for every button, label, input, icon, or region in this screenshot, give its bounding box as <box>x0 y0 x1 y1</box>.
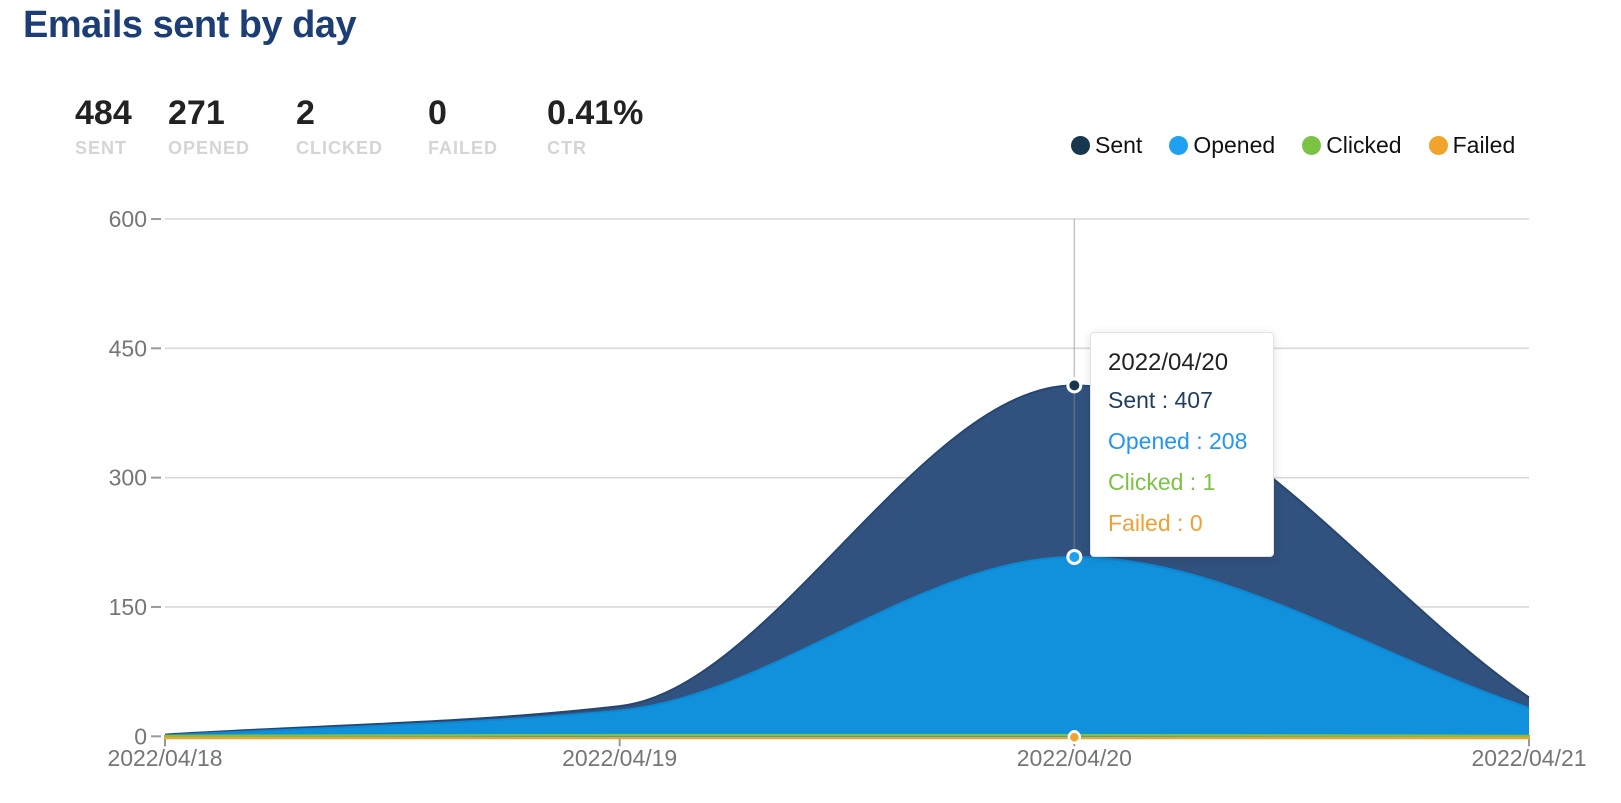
y-axis-label: 300 <box>109 465 147 491</box>
series-area-opened <box>165 556 1529 738</box>
y-axis-label: 600 <box>109 206 147 232</box>
legend-dot <box>1169 136 1189 155</box>
stat-failed: 0 FAILED <box>428 96 498 159</box>
legend-item-sent[interactable]: Sent <box>1071 132 1142 159</box>
chart-tooltip: 2022/04/20 Sent : 407 Opened : 208 Clicked… <box>1090 332 1274 557</box>
stat-ctr: 0.41% CTR <box>547 96 643 159</box>
stat-value: 0.41% <box>547 94 644 132</box>
tooltip-entry: Clicked : 1 <box>1108 469 1216 495</box>
stats-row: 484 SENT 271 OPENED 2 CLICKED 0 FAILED 0… <box>0 96 700 166</box>
tooltip-entry: Sent : 407 <box>1108 387 1213 413</box>
stat-label: CTR <box>547 138 587 158</box>
stat-opened: 271 OPENED <box>168 96 250 159</box>
stat-label: SENT <box>75 138 128 158</box>
legend-dot <box>1071 136 1090 155</box>
tooltip-entry: Failed : 0 <box>1108 510 1203 536</box>
chart-legend: Sent Opened Clicked Failed <box>1071 132 1515 159</box>
x-axis-label: 2022/04/18 <box>107 745 222 771</box>
legend-item-clicked[interactable]: Clicked <box>1302 132 1402 159</box>
stat-label: OPENED <box>168 138 251 158</box>
y-axis-label: 0 <box>134 723 147 749</box>
y-axis-label: 450 <box>109 335 147 361</box>
legend-label: Failed <box>1452 132 1516 158</box>
series-line-sent <box>164 384 1530 736</box>
stat-value: 2 <box>296 94 315 132</box>
y-axis-label: 150 <box>109 594 147 620</box>
stat-clicked: 2 CLICKED <box>296 96 383 159</box>
series-line-opened <box>164 555 1530 737</box>
series-line-clicked <box>163 733 1531 738</box>
marker-sent <box>1066 377 1083 394</box>
x-axis-label: 2022/04/20 <box>1017 745 1132 771</box>
marker-failed <box>1067 730 1082 745</box>
x-axis-label: 2022/04/19 <box>562 745 677 771</box>
tooltip-date: 2022/04/20 <box>1108 349 1229 376</box>
stat-value: 0 <box>428 94 447 132</box>
stat-sent: 484 SENT <box>75 96 132 159</box>
stat-value: 484 <box>75 94 132 132</box>
legend-label: Clicked <box>1326 132 1402 158</box>
page-title: Emails sent by day <box>23 4 357 46</box>
tooltip-entries: Sent : 407 Opened : 208 Clicked : 1 Failed … <box>1108 380 1256 544</box>
legend-dot <box>1428 136 1448 155</box>
x-axis-label: 2022/04/21 <box>1471 745 1586 771</box>
marker-opened <box>1066 548 1083 565</box>
stat-label: FAILED <box>428 138 499 158</box>
legend-item-opened[interactable]: Opened <box>1169 132 1275 159</box>
legend-item-failed[interactable]: Failed <box>1428 132 1516 159</box>
legend-label: Opened <box>1193 132 1276 158</box>
stat-value: 271 <box>168 94 225 132</box>
stat-label: CLICKED <box>296 138 383 158</box>
legend-label: Sent <box>1095 132 1143 158</box>
tooltip-entry: Opened : 208 <box>1108 428 1248 454</box>
legend-dot <box>1302 136 1322 155</box>
